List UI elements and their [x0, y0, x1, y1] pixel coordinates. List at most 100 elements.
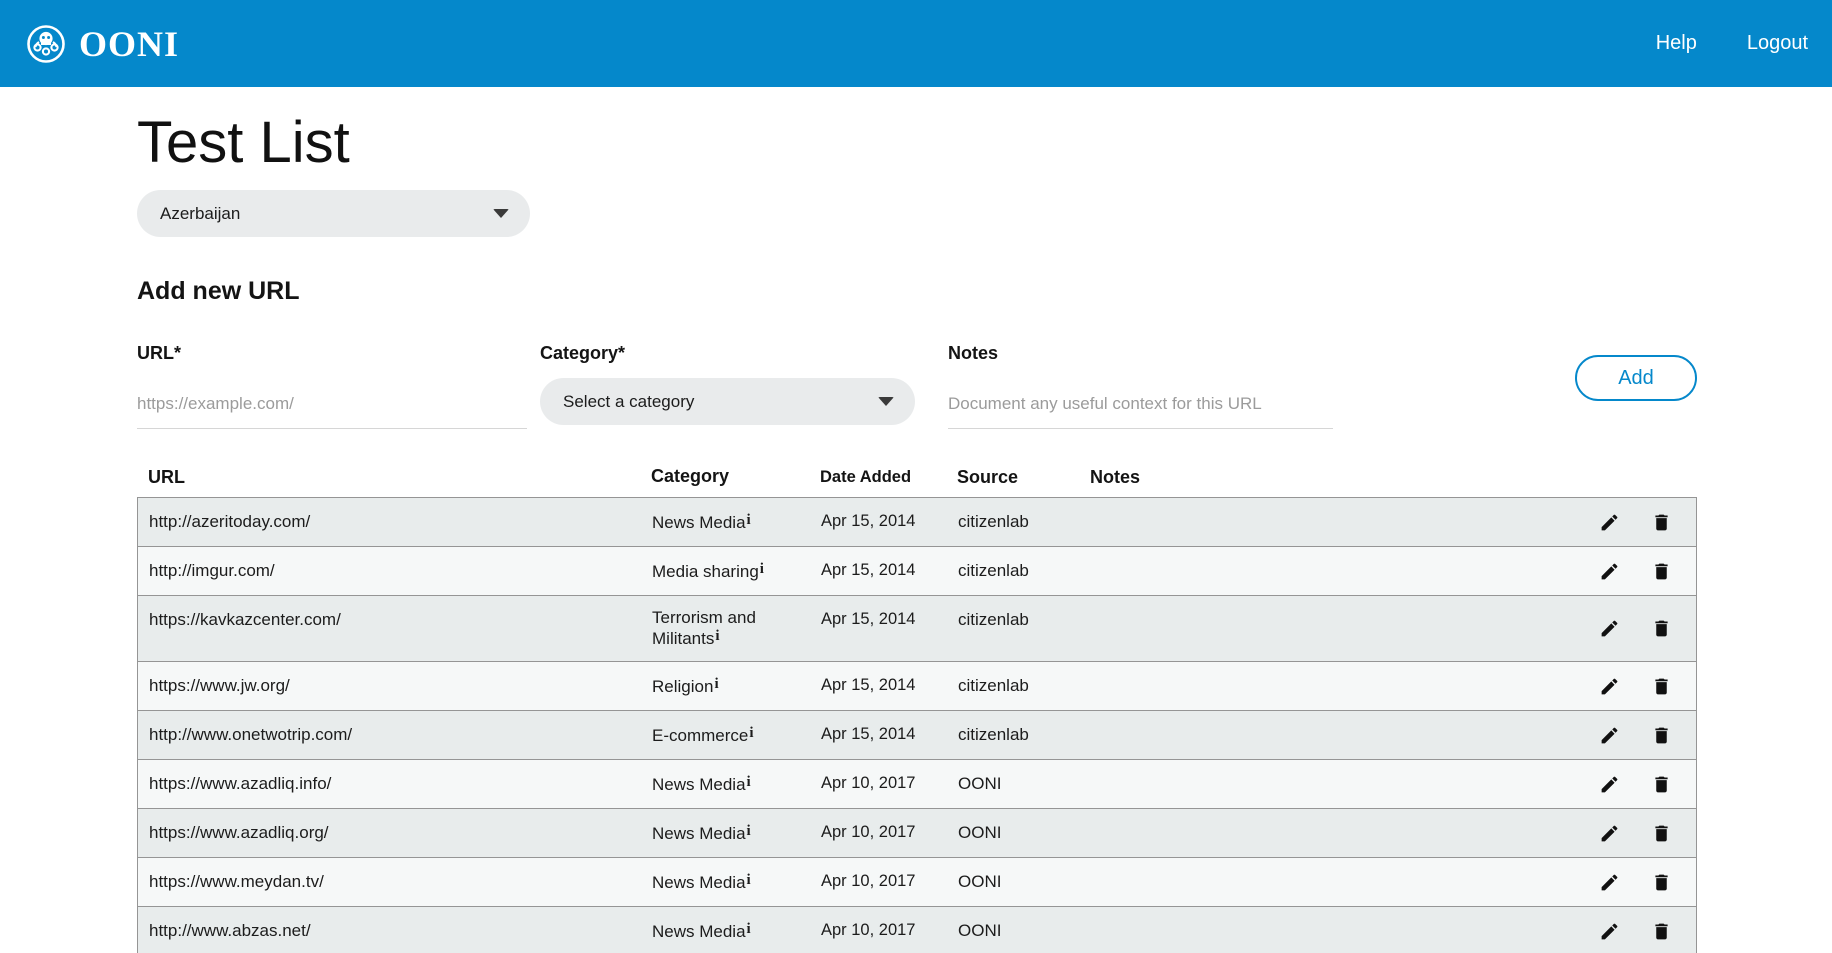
notes-input[interactable]	[948, 388, 1333, 429]
edit-button[interactable]	[1598, 871, 1620, 893]
brand-wordmark: OONI	[79, 23, 179, 65]
category-info-icon[interactable]: i	[747, 822, 751, 840]
add-button[interactable]: Add	[1575, 355, 1697, 401]
row-category: Terrorism and Militantsi	[652, 609, 821, 648]
pencil-icon	[1599, 774, 1620, 795]
category-info-icon[interactable]: i	[715, 627, 719, 645]
category-select[interactable]: Select a category	[540, 378, 915, 425]
row-notes	[1091, 511, 1572, 533]
row-source: citizenlab	[958, 675, 1091, 697]
row-category-label: Media sharing	[652, 562, 759, 581]
category-info-icon[interactable]: i	[760, 560, 764, 578]
url-field-group: URL*	[137, 343, 527, 429]
row-category-label: News Media	[652, 922, 746, 941]
url-input[interactable]	[137, 388, 527, 429]
delete-button[interactable]	[1650, 560, 1672, 582]
header-nav: Help Logout	[1656, 32, 1808, 55]
delete-button[interactable]	[1650, 511, 1672, 533]
table-row: https://www.jw.org/ Religioni Apr 15, 20…	[138, 661, 1696, 710]
ooni-octopus-icon	[26, 24, 66, 64]
row-date-added: Apr 15, 2014	[821, 560, 958, 582]
country-select[interactable]: Azerbaijan	[137, 190, 530, 237]
category-info-icon[interactable]: i	[747, 871, 751, 889]
edit-button[interactable]	[1598, 511, 1620, 533]
category-info-icon[interactable]: i	[714, 675, 718, 693]
row-actions	[1572, 724, 1696, 746]
row-notes	[1091, 675, 1572, 697]
pencil-icon	[1599, 561, 1620, 582]
row-notes	[1091, 724, 1572, 746]
row-date-added: Apr 15, 2014	[821, 609, 958, 648]
pencil-icon	[1599, 618, 1620, 639]
edit-button[interactable]	[1598, 724, 1620, 746]
country-select-value: Azerbaijan	[160, 204, 240, 224]
row-category: News Mediai	[652, 511, 821, 533]
row-actions	[1572, 822, 1696, 844]
ooni-logo: OONI	[26, 23, 179, 65]
edit-button[interactable]	[1598, 675, 1620, 697]
delete-button[interactable]	[1650, 618, 1672, 640]
column-header-date: Date Added	[820, 467, 957, 488]
category-select-value: Select a category	[563, 392, 694, 412]
category-info-icon[interactable]: i	[749, 724, 753, 742]
row-category-label: News Media	[652, 775, 746, 794]
table-row: https://kavkazcenter.com/ Terrorism and …	[138, 595, 1696, 661]
row-notes	[1091, 871, 1572, 893]
column-header-actions	[1573, 467, 1697, 488]
row-source: OONI	[958, 822, 1091, 844]
help-link[interactable]: Help	[1656, 32, 1697, 55]
delete-button[interactable]	[1650, 675, 1672, 697]
delete-button[interactable]	[1650, 920, 1672, 942]
trash-icon	[1651, 618, 1672, 639]
notes-field-group: Notes	[948, 343, 1333, 429]
row-actions	[1572, 920, 1696, 942]
add-url-section-title: Add new URL	[137, 277, 1697, 306]
edit-button[interactable]	[1598, 560, 1620, 582]
category-label: Category*	[540, 343, 915, 364]
row-category-label: Terrorism and Militants	[652, 608, 756, 648]
url-label: URL*	[137, 343, 527, 364]
chevron-down-icon	[493, 209, 509, 218]
row-notes	[1091, 773, 1572, 795]
row-actions	[1572, 675, 1696, 697]
row-url: https://www.azadliq.info/	[138, 773, 652, 795]
row-notes	[1091, 609, 1572, 648]
table-row: https://www.azadliq.info/ News Mediai Ap…	[138, 759, 1696, 808]
table-row: http://www.abzas.net/ News Mediai Apr 10…	[138, 906, 1696, 953]
add-url-form: URL* Category* Select a category Notes A…	[137, 343, 1697, 429]
delete-button[interactable]	[1650, 773, 1672, 795]
edit-button[interactable]	[1598, 618, 1620, 640]
pencil-icon	[1599, 872, 1620, 893]
column-header-url: URL	[137, 467, 651, 488]
category-info-icon[interactable]: i	[747, 511, 751, 529]
row-notes	[1091, 822, 1572, 844]
edit-button[interactable]	[1598, 920, 1620, 942]
row-url: http://www.abzas.net/	[138, 920, 652, 942]
row-url: https://www.jw.org/	[138, 675, 652, 697]
row-category: News Mediai	[652, 773, 821, 795]
delete-button[interactable]	[1650, 822, 1672, 844]
row-date-added: Apr 10, 2017	[821, 871, 958, 893]
chevron-down-icon	[878, 397, 894, 406]
table-row: http://www.onetwotrip.com/ E-commercei A…	[138, 710, 1696, 759]
row-url: http://www.onetwotrip.com/	[138, 724, 652, 746]
row-notes	[1091, 920, 1572, 942]
row-source: OONI	[958, 920, 1091, 942]
category-field-group: Category* Select a category	[540, 343, 915, 425]
delete-button[interactable]	[1650, 724, 1672, 746]
pencil-icon	[1599, 725, 1620, 746]
edit-button[interactable]	[1598, 773, 1620, 795]
row-date-added: Apr 10, 2017	[821, 822, 958, 844]
row-url: https://www.azadliq.org/	[138, 822, 652, 844]
table-body: http://azeritoday.com/ News Mediai Apr 1…	[137, 497, 1697, 953]
pencil-icon	[1599, 823, 1620, 844]
main-content: Test List Azerbaijan Add new URL URL* Ca…	[0, 111, 1697, 953]
category-info-icon[interactable]: i	[747, 920, 751, 938]
row-source: OONI	[958, 773, 1091, 795]
logout-link[interactable]: Logout	[1747, 32, 1808, 55]
row-url: https://www.meydan.tv/	[138, 871, 652, 893]
trash-icon	[1651, 921, 1672, 942]
edit-button[interactable]	[1598, 822, 1620, 844]
category-info-icon[interactable]: i	[747, 773, 751, 791]
delete-button[interactable]	[1650, 871, 1672, 893]
